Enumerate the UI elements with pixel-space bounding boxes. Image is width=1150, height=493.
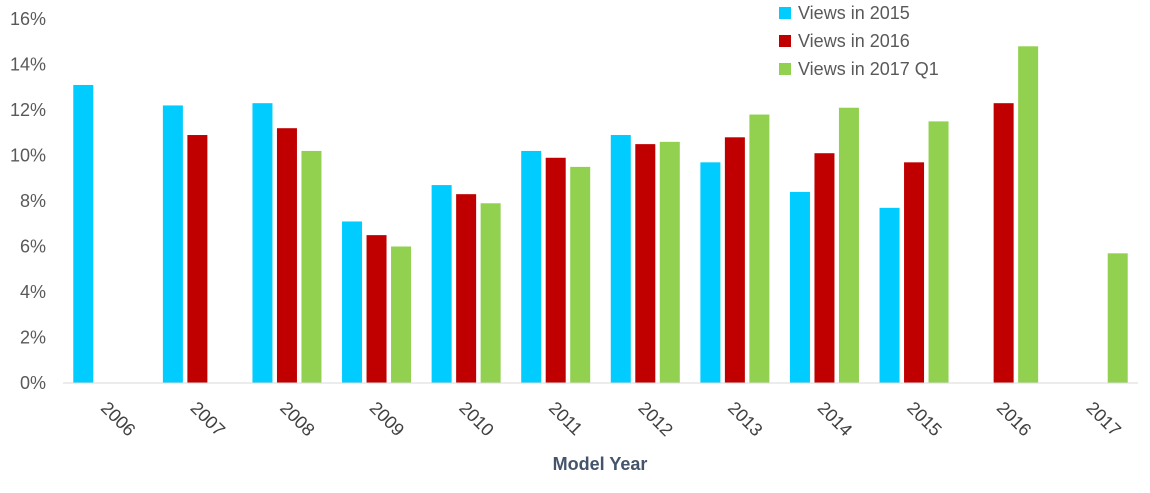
x-tick-label: 2009 (366, 398, 408, 440)
y-tick-label: 16% (10, 9, 46, 29)
bar (879, 207, 900, 383)
legend-swatch (779, 7, 791, 19)
x-axis: 2006 2007 2008 2009 2010 2011 2012 2013 2014 2015… (97, 398, 1125, 440)
bar (659, 141, 680, 383)
bar (276, 128, 297, 383)
x-tick-label: 2013 (724, 398, 766, 440)
bar (570, 166, 591, 384)
bar (904, 162, 925, 383)
legend-label: Views in 2015 (798, 3, 910, 23)
bar (301, 150, 322, 383)
bar (724, 137, 745, 383)
bar (928, 121, 949, 384)
legend: Views in 2015 Views in 2016 Views in 2017 … (779, 3, 939, 79)
x-axis-title: Model Year (553, 454, 648, 474)
legend-swatch (779, 35, 791, 47)
bar (480, 203, 501, 383)
x-tick-label: 2017 (1082, 398, 1124, 440)
y-tick-label: 0% (20, 373, 46, 393)
x-tick-label: 2014 (814, 398, 856, 440)
x-tick-label: 2016 (993, 398, 1035, 440)
legend-label: Views in 2016 (798, 31, 910, 51)
y-tick-label: 8% (20, 191, 46, 211)
y-tick-label: 14% (10, 55, 46, 75)
y-tick-label: 12% (10, 100, 46, 120)
bar (187, 135, 208, 383)
x-tick-label: 2008 (276, 398, 318, 440)
y-tick-label: 6% (20, 237, 46, 257)
bar (456, 194, 477, 383)
bar (838, 107, 859, 383)
bars (73, 46, 1128, 384)
bar (342, 221, 363, 383)
y-axis: 0% 2% 4% 6% 8% 10% 12% 14% 16% (10, 9, 46, 393)
x-tick-label: 2012 (634, 398, 676, 440)
bar (789, 191, 810, 383)
legend-swatch (779, 63, 791, 75)
bar (749, 114, 770, 384)
bar (162, 105, 183, 383)
x-tick-label: 2010 (455, 398, 497, 440)
x-tick-label: 2006 (97, 398, 139, 440)
x-tick-label: 2015 (903, 398, 945, 440)
bar (1107, 253, 1128, 383)
bar (366, 235, 387, 384)
bar (391, 246, 412, 383)
bar (431, 185, 452, 383)
x-tick-label: 2011 (545, 398, 587, 440)
bar (700, 162, 721, 383)
x-tick-label: 2007 (187, 398, 229, 440)
legend-label: Views in 2017 Q1 (798, 59, 939, 79)
bar (635, 144, 656, 384)
bar (545, 157, 566, 383)
bar (993, 103, 1014, 384)
bar (521, 150, 542, 383)
y-tick-label: 4% (20, 282, 46, 302)
bar (73, 84, 94, 383)
y-tick-label: 10% (10, 146, 46, 166)
bar (814, 153, 835, 383)
y-tick-label: 2% (20, 328, 46, 348)
bar (610, 135, 631, 383)
bar (1018, 46, 1039, 384)
bar (252, 103, 273, 384)
